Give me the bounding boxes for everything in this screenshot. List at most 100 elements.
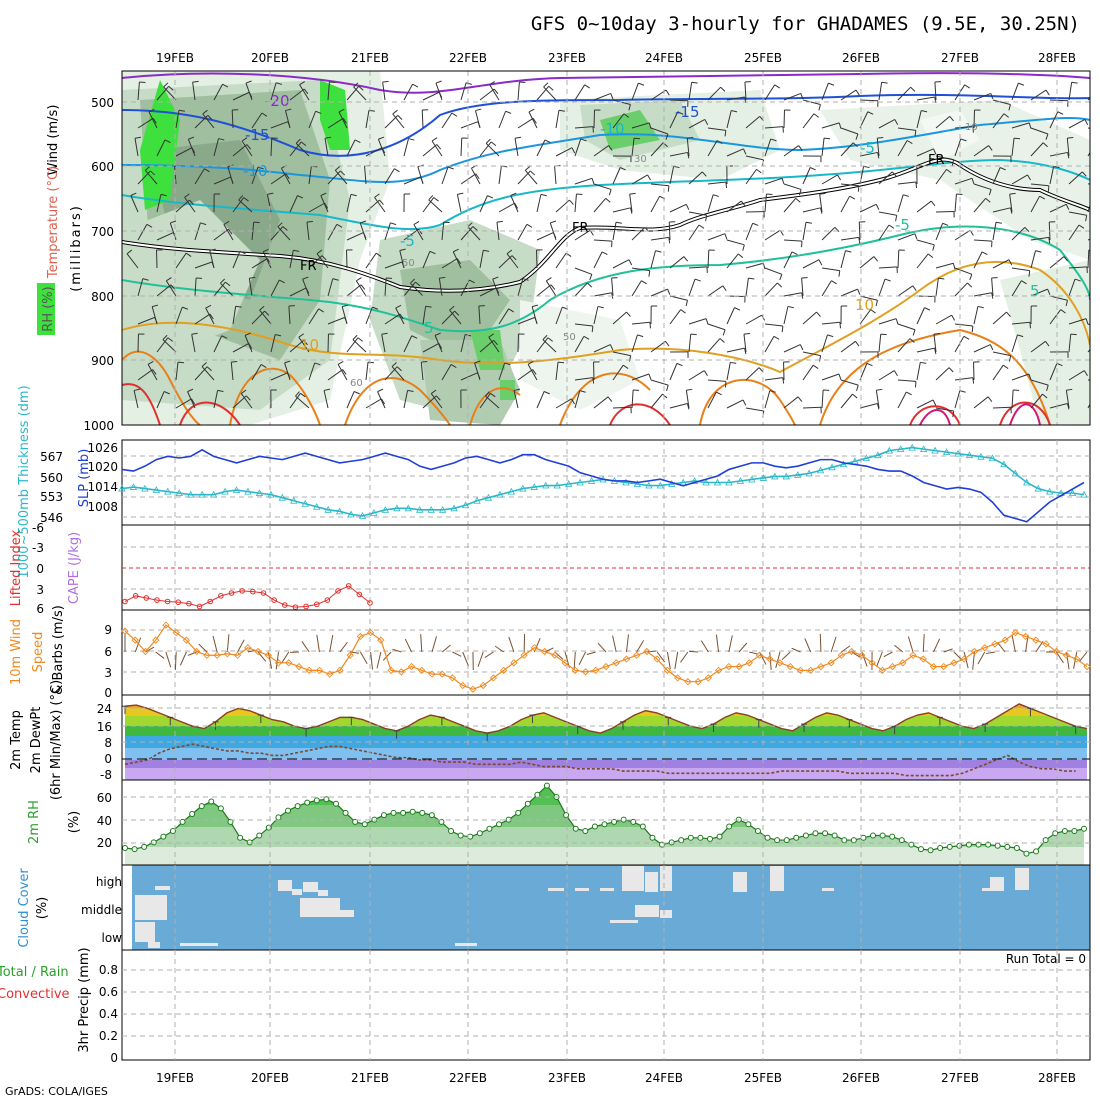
profile-barb: [631, 82, 639, 101]
profile-barb-flag: [192, 80, 199, 83]
profile-barb: [878, 334, 882, 353]
profile-barb-flag: [429, 250, 436, 255]
profile-barb-flag: [465, 82, 472, 85]
profile-barb-flag: [1008, 104, 1011, 111]
precip-panel: Run Total = 0 0.8 0.6 0.4 0.2 0 Total / …: [0, 947, 1091, 1065]
wind-marker: [315, 666, 324, 675]
profile-barb: [420, 362, 424, 381]
profile-barb: [213, 176, 231, 185]
profile-barb: [650, 288, 668, 297]
profile-barb-flag: [163, 391, 170, 395]
profile-barb: [536, 391, 545, 409]
profile-barb-flag: [358, 85, 364, 91]
rh-marker: [361, 821, 368, 828]
profile-barb: [612, 167, 621, 185]
profile-barb-flag: [801, 292, 804, 299]
profile-barb: [973, 198, 987, 213]
profile-barb-flag: [964, 84, 971, 89]
profile-barb-flag: [1063, 256, 1069, 262]
profile-barb-flag: [453, 248, 459, 253]
profile-barb-flag: [831, 280, 837, 285]
profile-barb: [147, 364, 158, 381]
profile-barb: [954, 336, 965, 353]
profile-barb: [574, 336, 585, 353]
profile-barb-flag: [191, 398, 195, 405]
wind-marker: [663, 666, 672, 675]
profile-barb: [897, 140, 908, 157]
profile-barb: [327, 369, 343, 381]
wind10-barb: [179, 651, 187, 666]
profile-barb: [878, 278, 886, 297]
svg-text:1000~500mb Thickness (dm): 1000~500mb Thickness (dm): [17, 385, 32, 578]
profile-barb: [277, 226, 291, 241]
profile-barb: [707, 233, 726, 241]
profile-barb: [631, 321, 650, 325]
profile-barb: [992, 167, 1001, 185]
svg-text:0.6: 0.6: [99, 985, 118, 999]
profile-barb-flag: [819, 192, 826, 195]
thickness-marker: [702, 478, 710, 486]
profile-barb: [324, 138, 329, 157]
thickness-marker: [862, 454, 871, 462]
profile-barb: [612, 113, 625, 129]
profile-barb-flag: [547, 337, 554, 342]
profile-barb: [337, 364, 348, 381]
wind10-barb: [861, 651, 868, 667]
li-marker: [292, 604, 299, 610]
li-marker: [143, 595, 150, 601]
profile-barb-flag: [260, 364, 267, 368]
profile-barb-flag: [628, 259, 633, 266]
thickness-marker: [1068, 489, 1077, 497]
profile-barb-flag: [608, 189, 612, 196]
profile-barb: [688, 334, 692, 353]
profile-barb: [726, 362, 731, 381]
profile-barb: [707, 391, 717, 409]
profile-barb-flag: [855, 89, 860, 96]
profile-barb-flag: [933, 332, 941, 335]
rh-shading: [122, 71, 1090, 425]
profile-barb: [1030, 288, 1048, 297]
profile-barb-flag: [579, 390, 586, 393]
li-marker: [367, 600, 373, 606]
profile-barb: [821, 373, 840, 381]
label-5-b: 5: [1030, 282, 1040, 300]
thickness-marker: [645, 481, 653, 489]
profile-barb-flag: [1056, 362, 1063, 367]
profile-barb: [399, 250, 405, 269]
rh-marker: [486, 825, 493, 832]
profile-barb: [392, 113, 405, 129]
profile-barb: [364, 166, 367, 185]
cloud-cell: [645, 872, 658, 892]
profile-barb: [858, 221, 861, 241]
thickness-marker: [496, 490, 504, 498]
profile-barb-flag: [668, 237, 671, 244]
profile-barb-flag: [742, 244, 745, 251]
profile-barb: [593, 251, 603, 269]
profile-barb: [688, 171, 703, 185]
profile-barb-flag: [724, 233, 728, 240]
profile-barb: [1030, 340, 1046, 353]
wind10-barb: [728, 635, 733, 653]
profile-barb-flag: [546, 277, 552, 282]
profile-barb: [954, 177, 973, 185]
profile-barb-flag: [742, 399, 747, 406]
profile-barb: [441, 166, 449, 185]
profile-barb: [669, 166, 675, 185]
svg-text:0.2: 0.2: [99, 1029, 118, 1043]
profile-barb-flag: [712, 194, 720, 197]
profile-barb-flag: [591, 178, 595, 185]
profile-barb: [631, 138, 635, 157]
profile-barb-flag: [295, 138, 301, 144]
profile-barb: [479, 287, 497, 297]
svg-text:Speed: Speed: [31, 632, 46, 673]
profile-barb: [574, 126, 593, 129]
profile-barb: [295, 395, 310, 409]
profile-barb: [403, 138, 409, 157]
profile-barb: [441, 258, 458, 269]
profile-barb: [1049, 99, 1069, 102]
profile-barb-flag: [1066, 388, 1073, 391]
profile-barb: [320, 195, 329, 213]
profile-barb-flag: [1093, 195, 1099, 197]
profile-barb-flag: [300, 392, 306, 398]
profile-barb-flag: [849, 195, 856, 200]
